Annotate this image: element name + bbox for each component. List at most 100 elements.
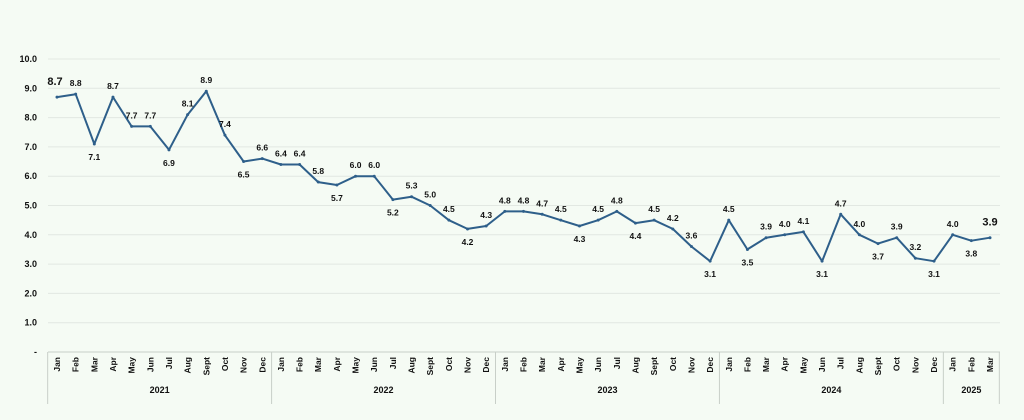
x-tick-label: Apr: [780, 356, 790, 371]
data-label: 6.4: [294, 148, 306, 158]
data-point: [223, 133, 227, 137]
data-point: [596, 218, 600, 222]
data-point: [74, 92, 78, 96]
data-label: 4.5: [443, 204, 455, 214]
data-point: [111, 95, 115, 99]
data-point: [820, 259, 824, 263]
data-point: [615, 209, 619, 213]
data-label: 5.7: [331, 193, 343, 203]
y-tick-label: 10.0: [19, 54, 37, 64]
x-tick-label: Mar: [537, 356, 547, 372]
x-tick-label: Jul: [388, 357, 398, 369]
y-tick-label: 7.0: [24, 142, 37, 152]
data-point: [969, 239, 973, 243]
data-label: 6.0: [368, 160, 380, 170]
data-point: [92, 142, 96, 146]
data-label: 3.7: [872, 252, 884, 262]
x-tick-label: Mar: [313, 356, 323, 372]
x-tick-label: Feb: [966, 357, 976, 372]
data-label: 3.1: [816, 269, 828, 279]
x-tick-label: Jul: [164, 357, 174, 369]
data-label: 4.0: [779, 219, 791, 229]
data-point: [260, 157, 264, 161]
data-label: 4.2: [667, 213, 679, 223]
data-label: 8.7: [47, 76, 62, 88]
data-label: 4.0: [947, 219, 959, 229]
data-point: [372, 174, 376, 178]
y-axis-ticks: - 1.0 2.0 3.0 4.0 5.0 6.0 7.0 8.0 9.0 10.0: [19, 54, 37, 357]
y-tick-label: 1.0: [24, 318, 37, 328]
data-point: [671, 227, 675, 231]
y-tick-label: -: [34, 347, 37, 357]
data-point: [727, 218, 731, 222]
data-point: [298, 162, 302, 166]
year-label: 2025: [961, 385, 981, 395]
x-tick-label: Apr: [108, 356, 118, 371]
x-tick-label: May: [798, 357, 808, 374]
data-label: 6.4: [275, 148, 287, 158]
data-point: [55, 95, 59, 99]
data-label: 4.7: [536, 198, 548, 208]
data-label: 4.5: [648, 204, 660, 214]
data-point: [316, 180, 320, 184]
y-tick-label: 9.0: [24, 83, 37, 93]
data-label: 6.0: [350, 160, 362, 170]
data-point: [913, 256, 917, 260]
x-tick-label: Feb: [519, 357, 529, 372]
data-point: [745, 247, 749, 251]
data-point: [633, 221, 637, 225]
data-label: 3.9: [760, 222, 772, 232]
x-tick-label: May: [127, 357, 137, 374]
y-tick-label: 3.0: [24, 259, 37, 269]
data-point: [279, 162, 283, 166]
x-tick-label: Feb: [295, 357, 305, 372]
data-label: 7.7: [126, 110, 138, 120]
data-point: [876, 242, 880, 246]
data-label: 4.0: [853, 219, 865, 229]
data-point: [167, 148, 171, 152]
y-tick-label: 6.0: [24, 171, 37, 181]
x-tick-label: Nov: [463, 357, 473, 373]
x-tick-label: Aug: [854, 357, 864, 374]
data-label: 4.5: [592, 204, 604, 214]
data-point: [559, 218, 563, 222]
data-label: 4.8: [611, 195, 623, 205]
x-tick-label: Jun: [369, 357, 379, 372]
x-tick-label: Nov: [239, 357, 249, 373]
x-tick-label: Oct: [668, 357, 678, 371]
data-point: [764, 236, 768, 240]
data-label: 8.1: [182, 99, 194, 109]
year-label: 2022: [374, 385, 394, 395]
data-label: 4.1: [797, 216, 809, 226]
data-point: [410, 195, 414, 199]
data-labels: 8.7 8.8 7.1 8.7 7.7 7.7 6.9 8.1 8.9 7.4 6.5 6.6 6.4 6…: [47, 75, 997, 279]
data-point: [801, 230, 805, 234]
x-tick-label: Dec: [929, 357, 939, 373]
data-label: 3.1: [704, 269, 716, 279]
data-label: 4.5: [723, 204, 735, 214]
data-point: [708, 259, 712, 263]
x-tick-label: Apr: [332, 356, 342, 371]
x-tick-label: Jun: [593, 357, 603, 372]
data-label: 4.8: [499, 195, 511, 205]
data-point: [130, 124, 134, 128]
x-tick-label: Jan: [724, 357, 734, 372]
x-tick-label: Sept: [649, 357, 659, 376]
x-axis: Jan Feb Mar Apr May Jun Jul Aug Sept Oct Nov Dec Jan…: [47, 351, 1000, 404]
data-point: [988, 236, 992, 240]
data-point: [391, 198, 395, 202]
x-tick-label: Nov: [686, 357, 696, 373]
data-label: 7.4: [219, 119, 231, 129]
data-label: 5.0: [424, 190, 436, 200]
data-point: [895, 236, 899, 240]
data-point: [242, 160, 246, 164]
data-label: 6.5: [238, 170, 250, 180]
x-tick-label: May: [574, 357, 584, 374]
data-point: [335, 183, 339, 187]
data-label: 4.4: [630, 231, 642, 241]
x-tick-label: Aug: [407, 357, 417, 374]
x-tick-label: Aug: [183, 357, 193, 374]
x-tick-label: Mar: [985, 356, 995, 372]
data-point: [148, 124, 152, 128]
